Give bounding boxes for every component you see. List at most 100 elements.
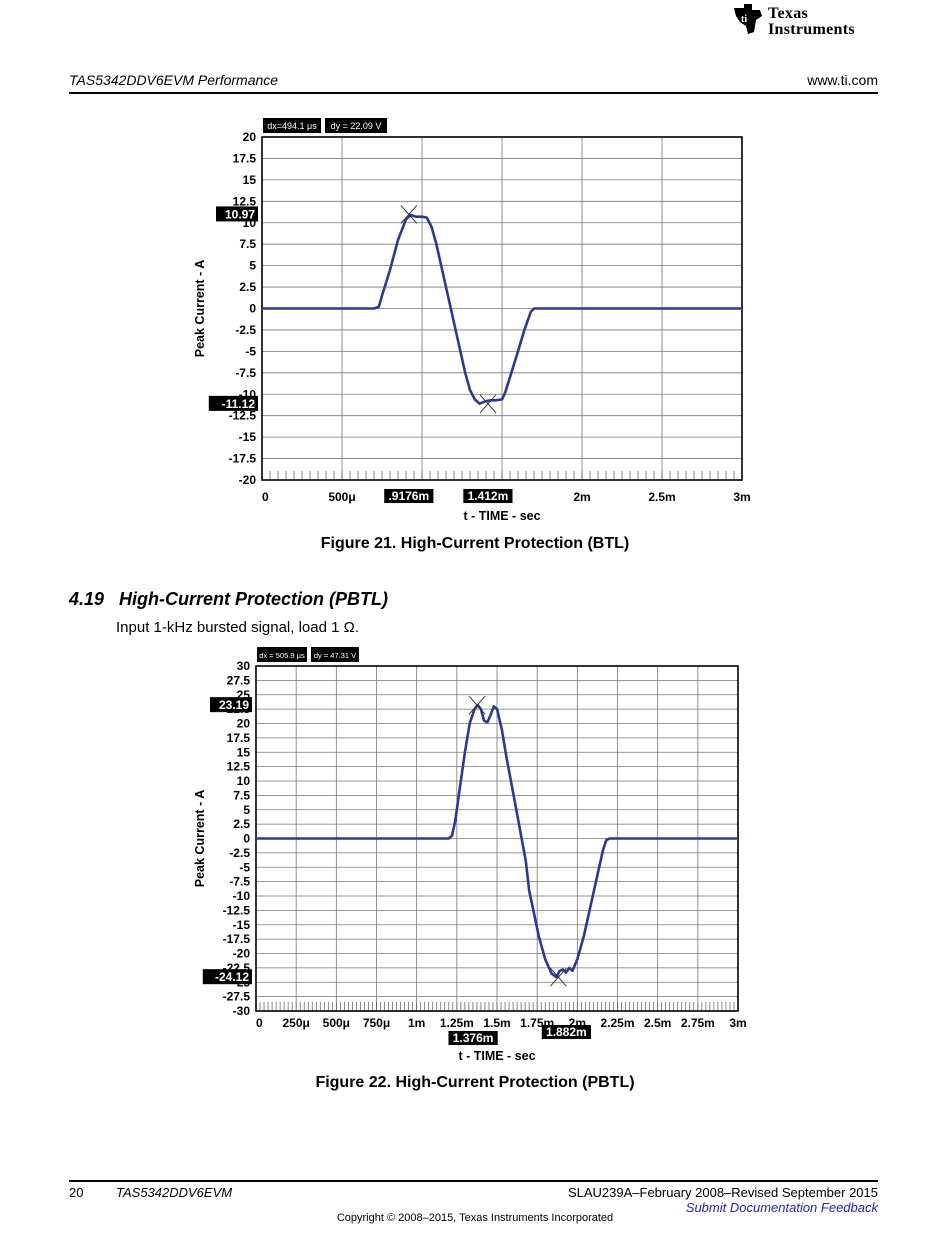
y-tick-label: -7.5 (229, 875, 250, 889)
cursor-x-label-box (384, 489, 434, 503)
cursor-y-label: 23.19 (219, 698, 249, 712)
y-tick-label: 30 (237, 659, 251, 673)
x-tick-label: 0 (262, 490, 269, 504)
section-title: High-Current Protection (PBTL) (119, 589, 388, 609)
x-tick-label: 2.5m (644, 1016, 671, 1030)
y-tick-label: -5 (239, 860, 250, 874)
y-tick-label: 17.5 (233, 151, 257, 165)
y-tick-label: -2.5 (235, 323, 256, 337)
readout-label: dx = 505.9 μs (259, 651, 305, 660)
cursor-marker (550, 967, 567, 987)
readout-label: dy = 22.09 V (331, 121, 382, 131)
x-tick-label: 2m (573, 490, 590, 504)
y-tick-label: 12.5 (227, 760, 251, 774)
readout-box (311, 647, 359, 662)
y-tick-label: -5 (245, 344, 256, 358)
brand-line-2: Instruments (768, 21, 855, 38)
page-number: 20 (69, 1185, 84, 1200)
cursor-x-label: 1.882m (546, 1025, 587, 1039)
x-tick-label: 750μ (363, 1016, 390, 1030)
y-tick-label: -12.5 (223, 903, 251, 917)
readout-label: dx=494.1 μs (267, 121, 317, 131)
x-tick-label: 0 (256, 1016, 263, 1030)
section-text: Input 1-kHz bursted signal, load 1 Ω. (116, 619, 360, 636)
header-website-link[interactable]: www.ti.com (807, 72, 878, 88)
y-tick-label: -17.5 (229, 452, 257, 466)
y-tick-label: -30 (233, 1004, 251, 1018)
x-tick-label: 3m (733, 490, 750, 504)
y-tick-label: 0 (243, 832, 250, 846)
cursor-y-label-box (210, 697, 252, 713)
y-tick-label: -17.5 (223, 932, 251, 946)
y-tick-label: 17.5 (227, 731, 251, 745)
readout-box (257, 647, 307, 662)
cursor-x-label: 1.376m (453, 1031, 494, 1045)
y-tick-label: 10 (237, 774, 251, 788)
cursor-y-label: 10.97 (225, 207, 255, 221)
y-tick-label: 7.5 (239, 237, 256, 251)
x-tick-label: 500μ (323, 1016, 350, 1030)
cursor-y-label-box (202, 969, 252, 985)
readout-box (325, 118, 387, 133)
y-axis-title: Peak Current - A (193, 260, 207, 357)
y-tick-label: -27.5 (223, 990, 251, 1004)
x-tick-label: 3m (729, 1016, 746, 1030)
x-tick-label: 2.5m (648, 490, 675, 504)
x-tick-label: 1.5m (483, 1016, 510, 1030)
y-tick-label: 7.5 (233, 788, 250, 802)
y-tick-label: 27.5 (227, 673, 251, 687)
cursor-x-label-box (541, 1025, 591, 1039)
section-number: 4.19 (69, 589, 105, 609)
footer-revision: SLAU239A–February 2008–Revised September… (567, 1185, 878, 1200)
x-axis-title: t - TIME - sec (463, 509, 540, 523)
figure-22-chart: 3027.52522.52017.51512.5107.552.50-2.5-5… (180, 646, 770, 1071)
ti-logo-icon: ti (734, 4, 762, 34)
y-tick-label: -15 (233, 918, 251, 932)
cursor-x-label-box (463, 489, 513, 503)
y-tick-label: 0 (249, 302, 256, 316)
footer-copyright: Copyright © 2008–2015, Texas Instruments… (336, 1212, 614, 1224)
cursor-x-label-box (448, 1031, 498, 1045)
x-tick-label: 250μ (282, 1016, 309, 1030)
figure-21-caption: Figure 21. High-Current Protection (BTL) (320, 535, 630, 552)
y-tick-label: 20 (237, 717, 251, 731)
y-tick-label: -20 (239, 473, 257, 487)
y-tick-label: 2.5 (239, 280, 256, 294)
cursor-y-label-box (216, 206, 258, 222)
series-line (256, 703, 738, 979)
section-heading: 4.19 High-Current Protection (PBTL) (69, 589, 388, 610)
cursor-marker (468, 695, 486, 715)
readout-box (263, 118, 321, 133)
y-tick-label: 15 (237, 745, 251, 759)
header-rule (69, 92, 878, 94)
x-tick-label: 2.25m (600, 1016, 634, 1030)
x-tick-label: 1.25m (440, 1016, 474, 1030)
figure-21-chart: 20 17.5 15 12.5 10 7.5 5 2.5 0 -2.5 -5 -7.5 -10 -12.5… (180, 112, 770, 532)
y-tick-label: -12.5 (229, 409, 257, 423)
cursor-marker (400, 205, 418, 224)
header-title: TAS5342DDV6EVM Performance (69, 72, 279, 88)
submit-feedback-link[interactable]: Submit Documentation Feedback (685, 1200, 878, 1215)
svg-text:ti: ti (741, 14, 747, 25)
y-tick-label: -20 (233, 947, 251, 961)
ti-logo: ti Texas Instruments (730, 2, 880, 40)
series-line (262, 213, 742, 406)
cursor-y-label: -24.12 (215, 970, 249, 984)
y-tick-label: 2.5 (233, 817, 250, 831)
y-tick-label: -15 (239, 430, 257, 444)
x-tick-label: 500μ (328, 490, 355, 504)
y-tick-label: 15 (243, 173, 257, 187)
y-tick-label: 12.5 (233, 194, 257, 208)
brand-line-1: Texas (768, 5, 809, 22)
cursor-marker (479, 394, 497, 414)
x-axis-title: t - TIME - sec (458, 1049, 535, 1063)
y-tick-label: -7.5 (235, 366, 256, 380)
cursor-x-label: .9176m (388, 489, 429, 503)
y-tick-label: 20 (243, 130, 257, 144)
figure-22-caption: Figure 22. High-Current Protection (PBTL… (315, 1074, 635, 1091)
y-tick-label: 5 (249, 259, 256, 273)
x-tick-label: 2.75m (681, 1016, 715, 1030)
cursor-x-label: 1.412m (468, 489, 509, 503)
y-axis-title: Peak Current - A (193, 790, 207, 887)
y-tick-label: 5 (243, 803, 250, 817)
